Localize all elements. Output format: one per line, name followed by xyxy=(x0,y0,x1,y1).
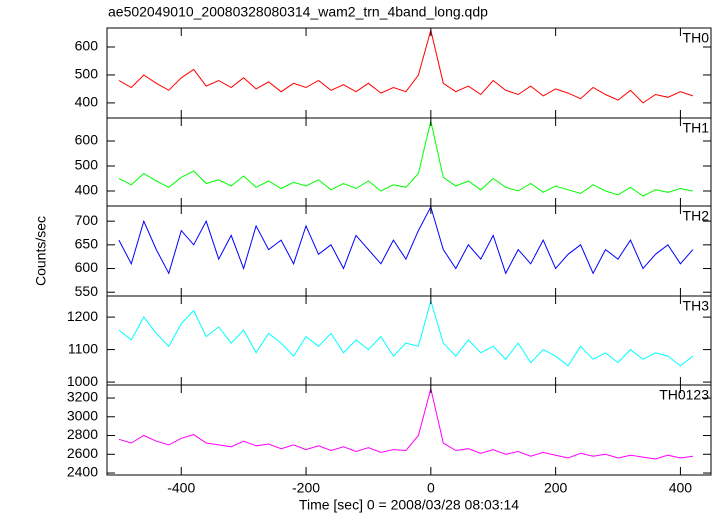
x-tick-label: 0 xyxy=(427,480,435,496)
x-tick-label: 400 xyxy=(669,480,693,496)
y-tick-label: 600 xyxy=(75,259,99,275)
light-curve xyxy=(118,299,694,367)
y-tick-label: 650 xyxy=(75,236,99,252)
x-tick-label: 200 xyxy=(544,480,568,496)
y-tick-label: 700 xyxy=(75,212,99,228)
y-tick-label: 500 xyxy=(75,157,99,173)
y-tick-label: 3000 xyxy=(67,407,98,423)
x-tick-label: -200 xyxy=(292,480,320,496)
panel-label: TH1 xyxy=(683,120,710,136)
panel-label: TH3 xyxy=(683,298,710,314)
y-tick-label: 2600 xyxy=(67,445,98,461)
y-tick-label: 2400 xyxy=(67,464,98,480)
y-tick-label: 400 xyxy=(75,94,99,110)
panel-frame xyxy=(106,384,712,476)
x-axis-label: Time [sec] 0 = 2008/03/28 08:03:14 xyxy=(299,497,519,513)
y-tick-label: 1200 xyxy=(67,308,98,324)
panel-frame xyxy=(106,27,712,119)
chart-title: ae502049010_20080328080314_wam2_trn_4ban… xyxy=(108,4,488,20)
light-curve xyxy=(118,30,694,104)
y-tick-label: 600 xyxy=(75,38,99,54)
y-axis-label: Counts/sec xyxy=(33,216,49,286)
y-tick-label: 400 xyxy=(75,182,99,198)
panel-label: TH0123 xyxy=(659,387,709,403)
y-tick-label: 550 xyxy=(75,283,99,299)
panel-frame xyxy=(106,295,712,386)
light-curve xyxy=(118,205,694,275)
y-tick-label: 1100 xyxy=(68,340,98,356)
light-curve xyxy=(118,388,693,460)
y-tick-label: 500 xyxy=(75,66,99,82)
panel-label: TH2 xyxy=(683,208,710,224)
light-curve xyxy=(118,120,693,197)
panel-label: TH0 xyxy=(683,30,710,46)
x-tick-label: -400 xyxy=(167,480,195,496)
y-tick-label: 1000 xyxy=(67,373,98,389)
y-tick-label: 3200 xyxy=(67,389,98,405)
y-tick-label: 600 xyxy=(75,132,99,148)
y-tick-label: 2800 xyxy=(67,426,98,442)
